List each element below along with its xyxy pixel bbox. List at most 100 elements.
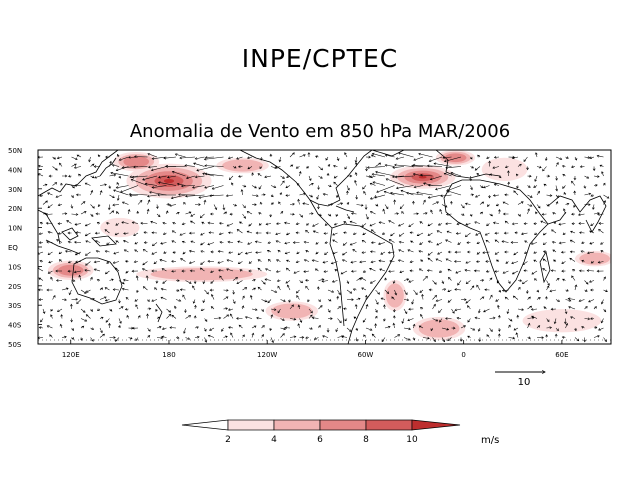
wind-vector xyxy=(264,278,272,281)
wind-vector xyxy=(156,325,162,329)
wind-vector xyxy=(470,165,474,169)
wind-vector xyxy=(456,316,462,320)
wind-vector xyxy=(428,156,443,162)
wind-vector xyxy=(563,191,567,196)
wind-vector xyxy=(85,261,91,266)
wind-vector xyxy=(555,162,559,167)
wind-vector xyxy=(372,181,386,186)
wind-vector xyxy=(179,156,196,160)
wind-vector xyxy=(419,242,424,245)
wind-vector xyxy=(39,194,44,197)
longitude-axis: 120E 180 120W 60W 0 60E xyxy=(62,340,569,359)
wind-vector xyxy=(251,203,257,206)
wind-vector xyxy=(80,308,86,313)
wind-vector xyxy=(391,296,395,300)
wind-vector xyxy=(427,257,433,262)
wind-vector xyxy=(332,164,338,168)
wind-vector xyxy=(67,269,72,273)
wind-vector xyxy=(476,251,481,255)
wind-vector xyxy=(451,308,455,314)
wind-vector xyxy=(384,163,395,167)
lat-label: 40N xyxy=(8,166,22,174)
wind-vector xyxy=(467,318,471,323)
wind-vector xyxy=(394,289,398,296)
wind-vector xyxy=(141,268,148,272)
wind-vector xyxy=(147,153,158,158)
wind-vector xyxy=(279,192,283,196)
wind-vector xyxy=(483,308,490,313)
wind-vector xyxy=(370,241,376,245)
wind-vector xyxy=(344,152,348,158)
wind-vector xyxy=(504,193,509,197)
wind-vector xyxy=(241,305,245,310)
wind-vector xyxy=(181,240,186,244)
wind-vector xyxy=(441,288,447,291)
wind-vector xyxy=(554,333,558,338)
wind-vector xyxy=(71,297,79,301)
anomaly-south-america-east xyxy=(385,283,404,308)
wind-vector xyxy=(483,185,490,189)
wind-vector xyxy=(110,171,129,177)
wind-vector xyxy=(297,304,301,310)
wind-vector xyxy=(494,269,500,273)
wind-vector xyxy=(584,289,588,292)
wind-vector xyxy=(308,183,314,186)
anomaly-maritime-continent xyxy=(57,264,84,276)
wind-vector xyxy=(135,275,139,281)
wind-vector xyxy=(131,175,148,179)
wind-vector xyxy=(115,185,129,189)
wind-vector xyxy=(190,213,196,217)
wind-vector xyxy=(544,156,548,162)
anomaly-south-pacific-band xyxy=(150,268,253,281)
wind-vector xyxy=(441,280,445,285)
wind-vector xyxy=(71,156,78,160)
wind-vector xyxy=(99,190,103,196)
wind-vector xyxy=(350,212,357,215)
lon-label: 60W xyxy=(358,351,374,359)
wind-vector xyxy=(270,202,274,205)
wind-vector xyxy=(265,222,272,226)
wind-vector xyxy=(362,270,367,273)
wind-vector xyxy=(204,289,209,295)
lon-label: 0 xyxy=(461,351,465,359)
wind-vector xyxy=(531,270,538,275)
wind-vector xyxy=(121,287,129,291)
wind-vector xyxy=(427,183,443,187)
wind-vector xyxy=(249,294,253,300)
wind-vector xyxy=(123,240,129,243)
wind-vector xyxy=(269,153,273,158)
wind-vector xyxy=(226,259,234,262)
wind-vector xyxy=(527,296,531,300)
wind-vector xyxy=(484,288,490,292)
wind-vector xyxy=(223,211,228,215)
wind-vector xyxy=(467,335,471,339)
wind-vector xyxy=(517,308,525,311)
wind-vector xyxy=(574,284,578,291)
wind-vector xyxy=(447,299,452,303)
wind-vector xyxy=(527,208,530,215)
wind-vector xyxy=(593,175,600,178)
wind-vector xyxy=(174,153,186,158)
wind-vector xyxy=(316,286,320,291)
lat-label: 30S xyxy=(8,302,22,310)
wind-vector xyxy=(435,299,443,302)
wind-vector xyxy=(308,212,314,216)
wind-vector xyxy=(413,212,419,216)
wind-vector xyxy=(482,251,490,254)
wind-vector xyxy=(209,194,224,198)
wind-vector xyxy=(61,212,68,216)
wind-vector xyxy=(492,194,500,197)
wind-vector xyxy=(524,251,528,254)
wind-vector xyxy=(134,241,139,245)
wind-vector xyxy=(305,336,310,340)
map-background xyxy=(38,150,611,344)
wind-vector xyxy=(542,242,547,246)
wind-vector xyxy=(584,175,590,179)
wind-vector xyxy=(378,259,386,263)
wind-vector xyxy=(109,194,115,198)
wind-vector xyxy=(477,308,481,314)
wind-vector xyxy=(355,327,359,332)
wind-vector xyxy=(204,318,208,322)
wind-vector xyxy=(209,212,214,216)
wind-vector xyxy=(46,240,53,244)
